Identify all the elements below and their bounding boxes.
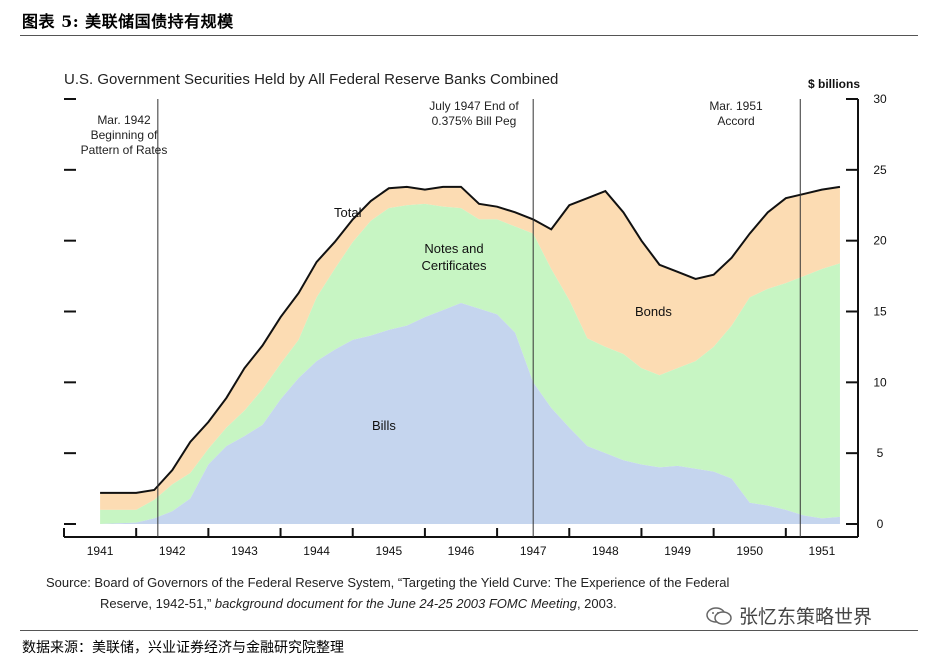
footer-source: 数据来源：美联储，兴业证券经济与金融研究院整理	[22, 640, 344, 656]
x-tick-label: 1948	[592, 544, 619, 558]
annotation-mar-1942-text: Mar. 1942 Beginning of Pattern of Rates	[80, 113, 168, 157]
line-total	[100, 185, 841, 494]
annotation-mar-1951: Mar. 1951 Accord	[703, 99, 769, 129]
annotation-lines	[157, 99, 801, 537]
y-tick-label: 25	[873, 163, 887, 177]
area-bills	[100, 303, 840, 524]
x-tick-label: 1946	[448, 544, 475, 558]
fill-label-bills: Bills	[372, 418, 396, 433]
x-tick-label: 1942	[159, 544, 186, 558]
x-tick-label: 1943	[231, 544, 258, 558]
annotation-july-1947-text: July 1947 End of 0.375% Bill Peg	[429, 99, 519, 128]
footer-rule	[20, 630, 918, 631]
annotation-mar-1942: Mar. 1942 Beginning of Pattern of Rates	[74, 113, 174, 158]
watermark: 张忆东策略世界	[705, 602, 872, 629]
chart-areas	[100, 185, 841, 525]
y-tick-label: 5	[877, 446, 884, 460]
figure-title: 图表 5: 美联储国债持有规模	[22, 12, 234, 31]
y-tick-label: 20	[873, 234, 887, 248]
wechat-icon	[706, 606, 732, 625]
watermark-text: 张忆东策略世界	[739, 606, 873, 628]
annotation-mar-1951-text: Mar. 1951 Accord	[709, 99, 763, 128]
x-tick-label: 1941	[87, 544, 114, 558]
chart-axes: 1941 1942 1943 1944 1945 1946 1947 1948 1949 1950…	[63, 92, 887, 558]
x-tick-label: 1951	[809, 544, 836, 558]
source-line-2-italic: background document for the June 24-25 2…	[214, 596, 577, 611]
source-line-2: Reserve, 1942-51,” background document f…	[46, 593, 846, 614]
x-tick-label: 1945	[375, 544, 402, 558]
area-bonds	[100, 186, 840, 510]
x-tick-label: 1947	[520, 544, 547, 558]
source-line-2-normal: Reserve, 1942-51,”	[100, 596, 215, 611]
source-note: Source: Board of Governors of the Federa…	[46, 572, 846, 614]
y-tick-label: 15	[873, 305, 887, 319]
chart-title: U.S. Government Securities Held by All F…	[64, 71, 559, 88]
source-line-1: Source: Board of Governors of the Federa…	[46, 575, 730, 590]
y-tick-label: 0	[877, 517, 884, 531]
y-axis-unit-label: $ billions	[808, 77, 861, 91]
source-line-2-end: , 2003.	[576, 596, 617, 611]
series-label-total: Total	[334, 205, 362, 220]
annotation-july-1947: July 1947 End of 0.375% Bill Peg	[422, 99, 526, 129]
fill-label-bonds: Bonds	[635, 304, 672, 319]
area-notes-and-certificates	[100, 203, 840, 525]
x-tick-label: 1944	[303, 544, 330, 558]
x-tick-label: 1949	[664, 544, 691, 558]
y-tick-label: 10	[873, 375, 887, 389]
title-rule	[20, 35, 918, 36]
fill-label-notes: Notes and Certificates	[421, 241, 487, 273]
y-tick-label: 30	[873, 92, 887, 106]
x-tick-label: 1950	[736, 544, 763, 558]
